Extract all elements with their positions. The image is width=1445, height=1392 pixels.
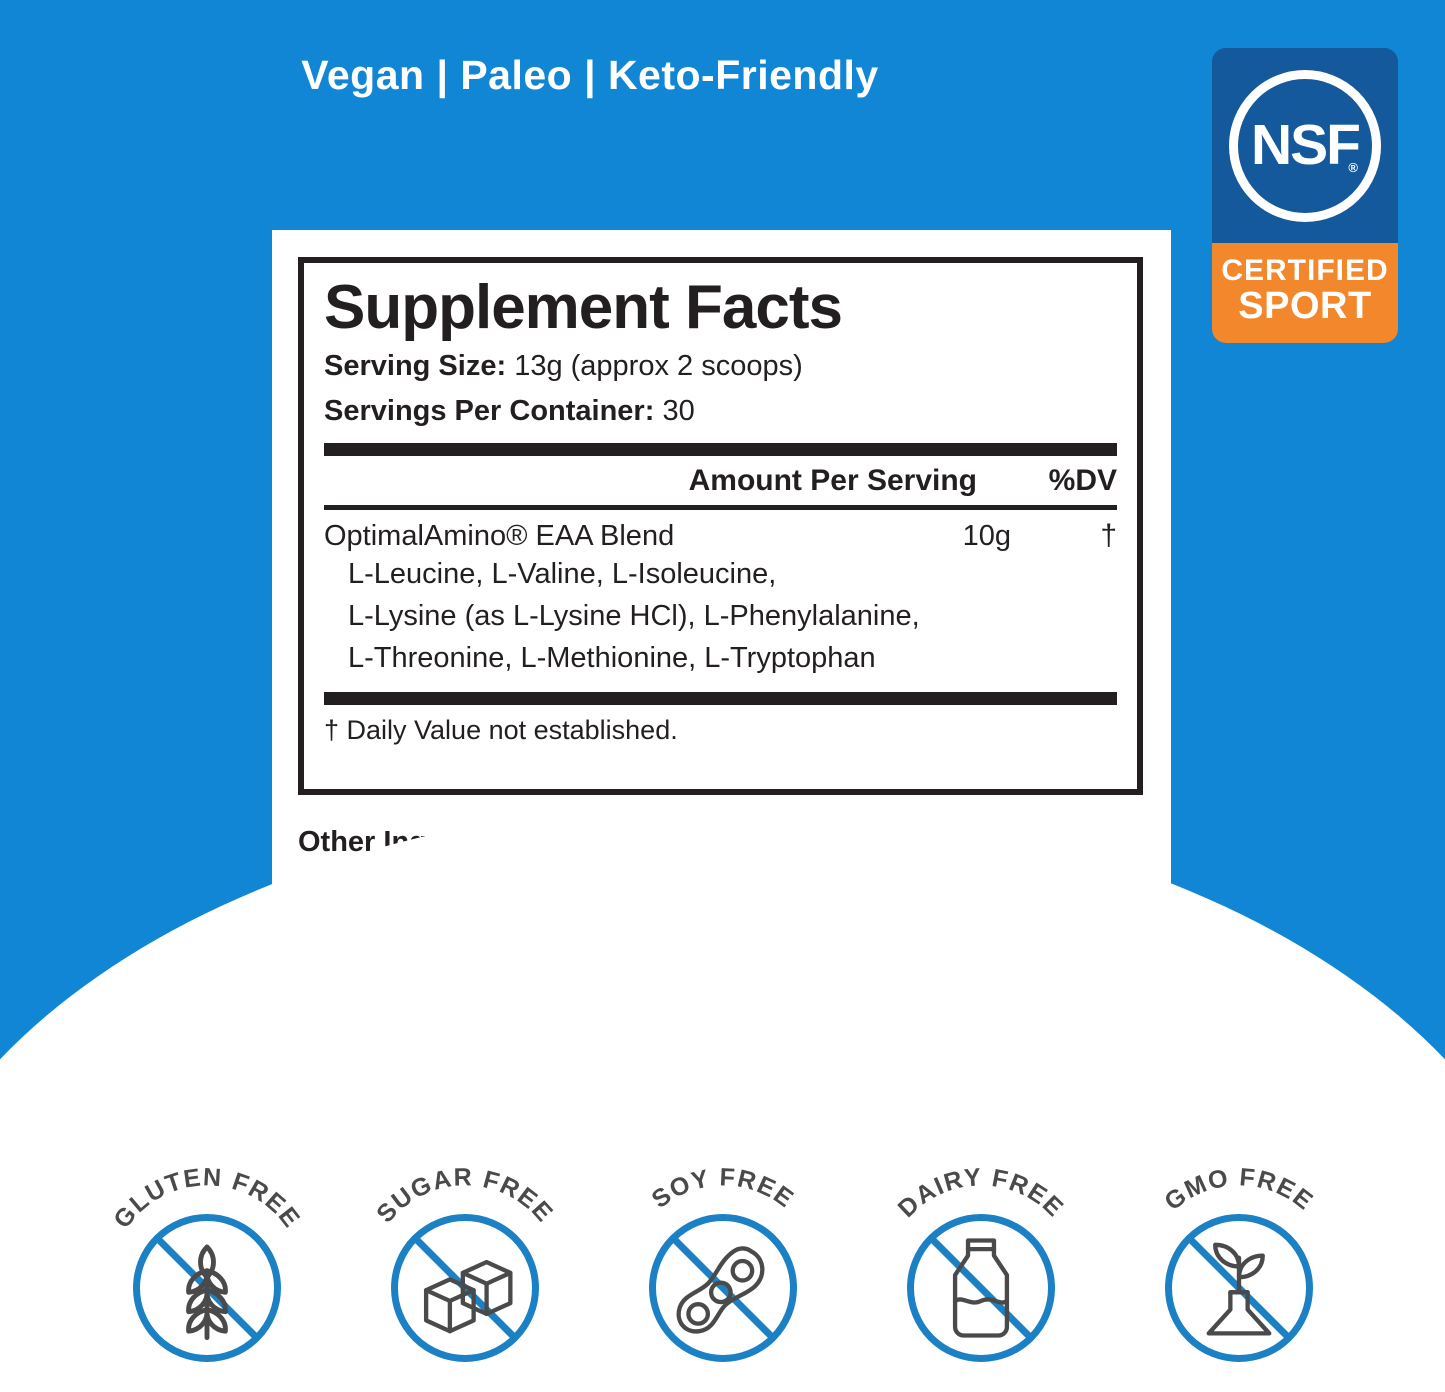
servings-per-container-label: Servings Per Container: [324,395,655,428]
daily-value-footnote: † Daily Value not established. [324,714,678,745]
supplement-facts-panel: Supplement Facts Serving Size: 13g (appr… [298,257,1143,795]
nsf-mark-text: NSF [1251,113,1361,177]
facts-divider-thin [324,504,1117,510]
sub-ingredient-line-3: L-Threonine, L-Methionine, L-Tryptophan [348,641,876,674]
prohibition-circle-icon [906,1214,1055,1362]
nsf-certified-label: CERTIFIED [1221,254,1389,288]
wheat-icon [153,1234,261,1342]
badge-soy-free: SOY FREE [623,1163,823,1376]
facts-divider-thick-bottom [324,691,1117,705]
facts-divider-thick-top [324,442,1117,456]
badge-label-gmo-free: GMO FREE [1159,1163,1318,1216]
nsf-logo-area: NSF ® [1212,48,1398,243]
badge-sugar-free: SUGAR FREE [365,1163,565,1376]
nsf-sport-banner: CERTIFIED SPORT [1212,243,1398,343]
servings-per-container-value: 30 [662,395,695,428]
nsf-ring-icon: NSF ® [1229,69,1381,222]
nsf-sport-label: SPORT [1238,284,1372,327]
prohibition-circle-icon [390,1214,539,1362]
serving-size-label: Serving Size: [324,350,507,382]
ingredient-amount: 10g [962,519,1011,552]
badge-gmo-free: GMO FREE [1139,1163,1339,1376]
supplement-facts-title: Supplement Facts [324,273,843,342]
badge-dairy-free: DAIRY FREE [881,1163,1081,1376]
column-header-amount-per-serving: Amount Per Serving [688,463,977,497]
sub-ingredient-line-2: L-Lysine (as L-Lysine HCl), L-Phenylalan… [348,599,920,632]
nsf-certified-sport-badge: NSF ® CERTIFIED SPORT [1212,48,1398,343]
badge-label-soy-free: SOY FREE [646,1163,799,1214]
sub-ingredient-line-1: L-Leucine, L-Valine, L-Isoleucine, [348,557,777,590]
table-row: OptimalAmino® EAA Blend 10g † [324,510,1117,553]
ingredient-percent-dv: † [1100,518,1117,552]
registered-trademark-icon: ® [1348,159,1358,175]
badge-label-arc: DAIRY FREE [892,1163,1067,1223]
free-from-badges-row: GLUTEN FREE SUGAR FREE [0,1152,1445,1392]
badge-label-arc: SOY FREE [646,1163,799,1214]
prohibition-circle-icon [648,1214,797,1362]
sugar-cubes-icon [411,1234,519,1342]
facts-column-headers: Amount Per Serving %DV [324,456,1117,505]
column-header-percent-dv: %DV [1048,463,1117,497]
plant-flask-icon [1185,1234,1293,1342]
prohibition-circle-icon [132,1214,281,1362]
serving-size-line: Serving Size: 13g (approx 2 scoops) [324,349,1117,384]
serving-size-value: 13g (approx 2 scoops) [514,350,803,382]
badge-gluten-free: GLUTEN FREE [107,1163,307,1376]
top-banner-tagline: Vegan | Paleo | Keto-Friendly [301,52,879,98]
badge-label-arc: GMO FREE [1159,1163,1318,1216]
soybean-icon [669,1234,777,1342]
milk-bottle-icon [927,1234,1035,1342]
ingredient-name: OptimalAmino® EAA Blend [324,519,675,552]
servings-per-container-line: Servings Per Container: 30 [324,394,1117,429]
prohibition-circle-icon [1164,1214,1313,1362]
